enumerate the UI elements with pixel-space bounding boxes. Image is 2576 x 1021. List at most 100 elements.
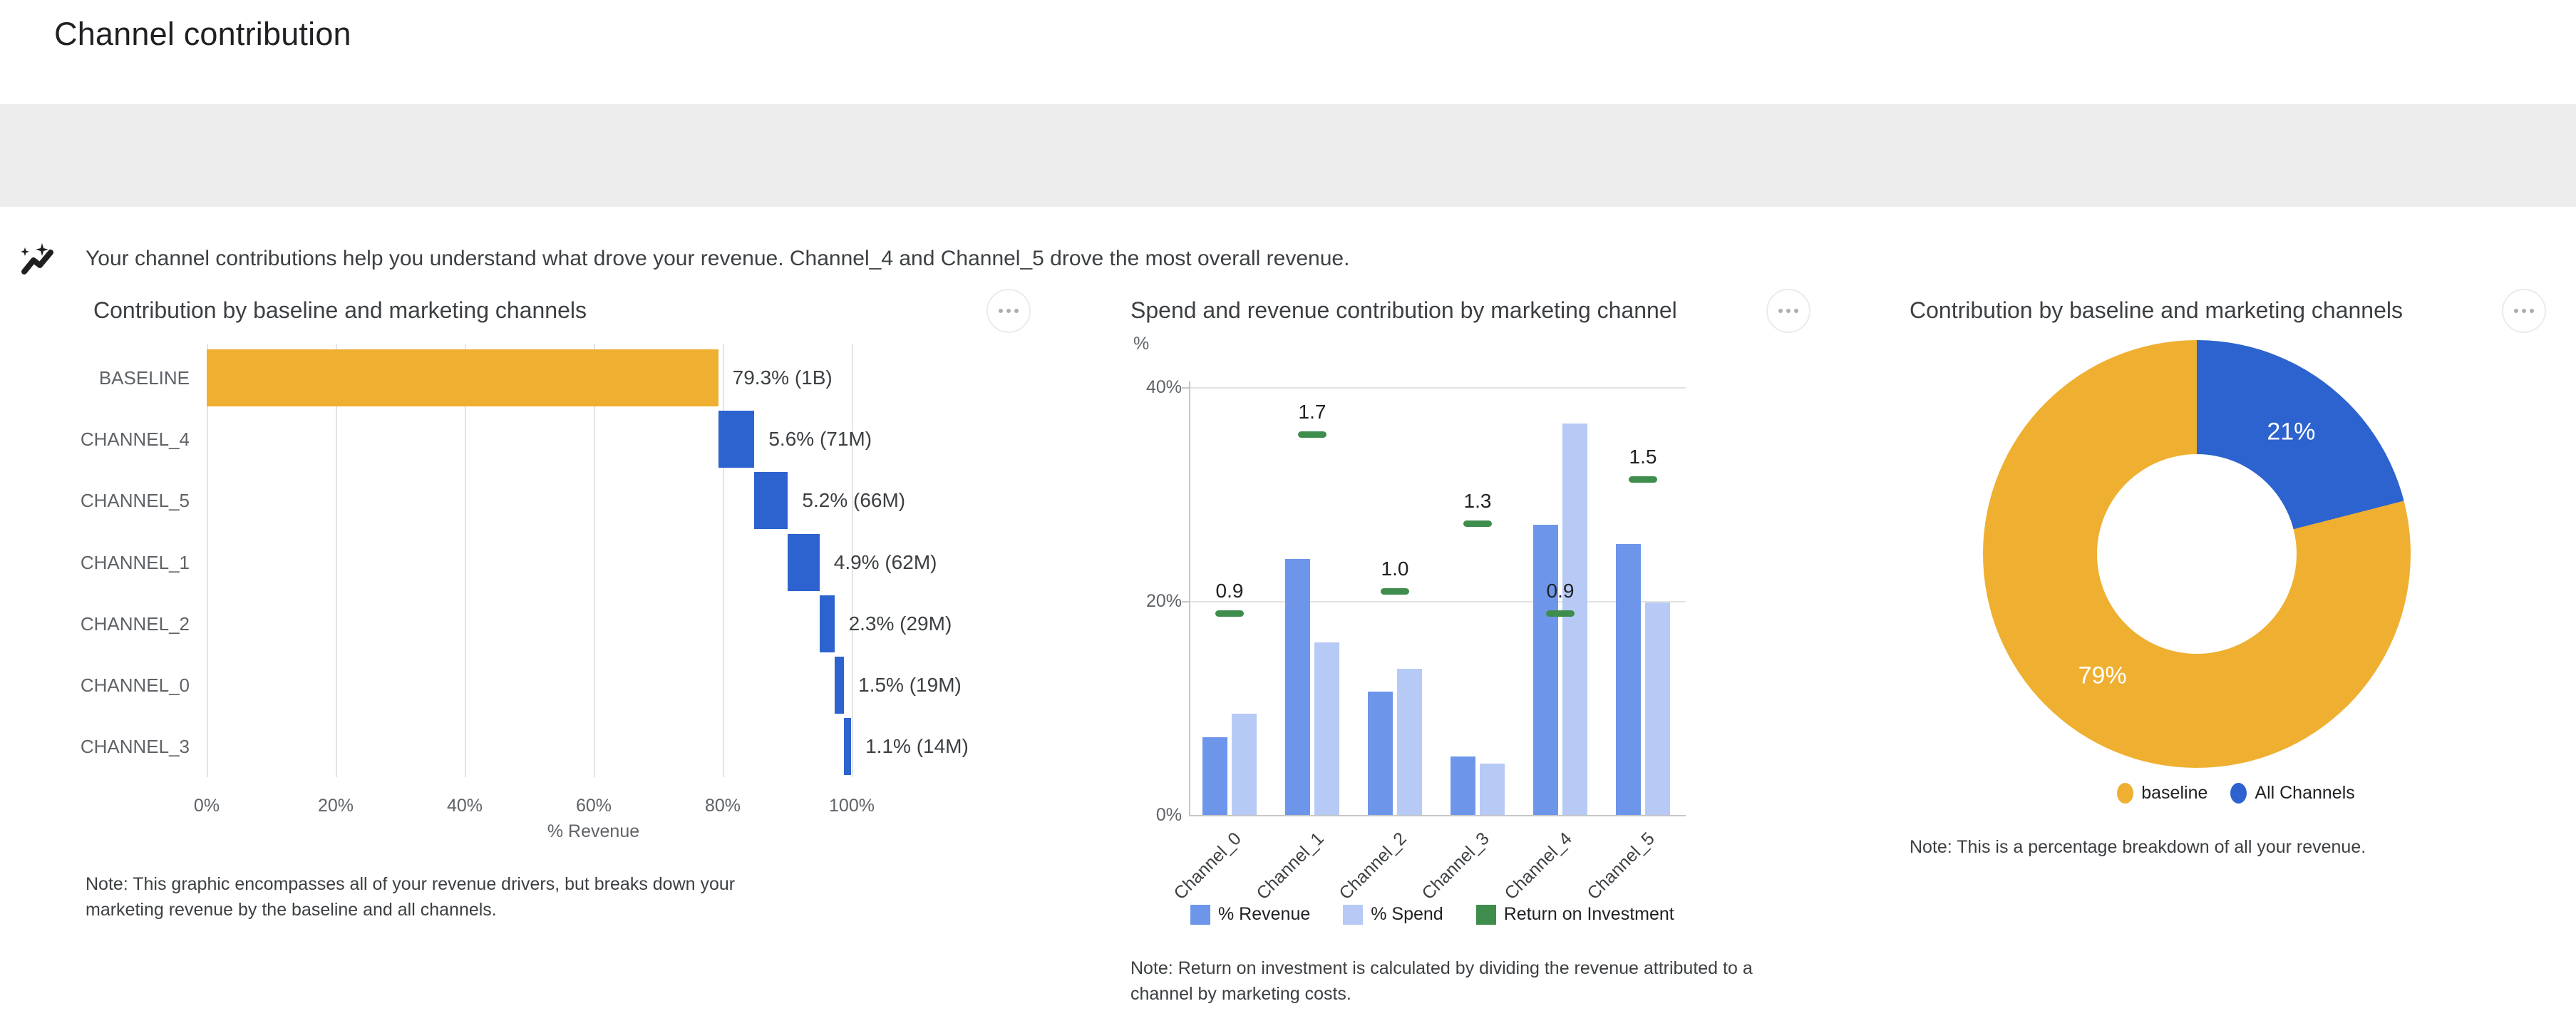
x-category-label: Channel_1	[1252, 828, 1328, 904]
waterfall-gridline	[723, 344, 724, 777]
legend-swatch	[1190, 904, 1210, 925]
category-label: CHANNEL_2	[80, 612, 190, 635]
x-axis-tick-label: 40%	[446, 796, 483, 816]
roi-marker[interactable]	[1298, 431, 1326, 438]
revenue-bar[interactable]	[1533, 525, 1558, 815]
spend-revenue-chart-note: Note: Return on investment is calculated…	[1130, 958, 1753, 1004]
category-label: CHANNEL_3	[80, 736, 190, 758]
waterfall-gridline	[465, 344, 466, 777]
menu-dots-icon	[1014, 309, 1019, 313]
x-axis-tick-label: 0%	[193, 796, 220, 816]
page-title: Channel contribution	[54, 16, 351, 52]
waterfall-gridline	[852, 344, 853, 777]
revenue-bar[interactable]	[1616, 544, 1641, 815]
roi-marker[interactable]	[1381, 588, 1409, 595]
waterfall-bar-segment[interactable]	[788, 533, 820, 591]
waterfall-bar-segment[interactable]	[834, 657, 845, 714]
donut-chart-title: Contribution by baseline and marketing c…	[1910, 297, 2403, 323]
x-axis-line	[1189, 815, 1686, 816]
menu-dots-icon	[1778, 309, 1783, 313]
roi-marker[interactable]	[1215, 610, 1244, 617]
legend-item: % Revenue	[1190, 904, 1310, 925]
spend-bar[interactable]	[1562, 424, 1587, 815]
menu-dots-icon	[999, 309, 1003, 313]
donut-chart-note: Note: This is a percentage breakdown of …	[1910, 837, 2366, 857]
roi-marker[interactable]	[1463, 520, 1492, 528]
y-axis-tick	[1182, 387, 1189, 389]
spend-bar[interactable]	[1645, 602, 1670, 815]
x-axis-tick-label: 60%	[575, 796, 612, 816]
bar-value-label: 5.6% (71M)	[768, 428, 872, 451]
x-category-label: Channel_3	[1418, 828, 1493, 904]
y-axis-tick-label: 0%	[1155, 805, 1182, 825]
roi-value-label: 0.9	[1546, 579, 1575, 602]
x-category-label: Channel_0	[1170, 828, 1245, 904]
waterfall-bar-segment[interactable]	[754, 472, 788, 530]
bar-value-label: 1.1% (14M)	[865, 735, 969, 758]
roi-marker[interactable]	[1546, 610, 1575, 617]
roi-marker[interactable]	[1629, 476, 1657, 483]
insight-banner: Your channel contributions help you unde…	[0, 104, 2576, 275]
roi-value-label: 1.5	[1629, 445, 1657, 468]
x-category-label: Channel_2	[1335, 828, 1411, 904]
legend-dot	[2117, 783, 2134, 804]
y-axis-tick-label: 20%	[1145, 591, 1182, 611]
x-axis-tick-label: 80%	[704, 796, 741, 816]
column-plot-area: 40% 20% 0% 0.9 Channel_0 1.7 Channel_1 1.0 Chann…	[1119, 285, 1832, 927]
roi-value-label: 1.0	[1381, 557, 1409, 580]
spend-bar[interactable]	[1232, 713, 1257, 815]
legend-label: Return on Investment	[1503, 904, 1674, 924]
waterfall-bar-segment[interactable]	[844, 718, 852, 776]
donut-plot-area: 21% 79%	[1896, 285, 2576, 813]
donut-chart-menu-button[interactable]	[2502, 289, 2546, 333]
legend-swatch	[1343, 904, 1364, 925]
revenue-bar[interactable]	[1202, 737, 1227, 815]
y-axis-tick-label: 40%	[1145, 377, 1182, 397]
revenue-bar[interactable]	[1285, 559, 1310, 815]
bar-value-label: 2.3% (29M)	[848, 612, 952, 635]
waterfall-chart-card: Contribution by baseline and marketing c…	[81, 285, 1096, 1005]
spend-bar[interactable]	[1314, 642, 1339, 815]
bar-value-label: 79.3% (1B)	[732, 366, 833, 389]
roi-value-label: 1.7	[1298, 400, 1326, 423]
donut-slice-label: 79%	[2078, 662, 2127, 689]
donut-hole	[2097, 454, 2297, 654]
x-axis-tick-label: 100%	[829, 796, 875, 816]
spend-bar[interactable]	[1397, 669, 1422, 815]
y-axis-title: %	[1133, 334, 1150, 354]
revenue-bar[interactable]	[1368, 691, 1393, 815]
waterfall-bar-segment[interactable]	[207, 349, 718, 406]
insight-text: Your channel contributions help you unde…	[86, 247, 1350, 270]
legend-item: baseline	[2117, 783, 2207, 804]
insights-sparkline-icon	[20, 242, 54, 277]
legend-label: All Channels	[2255, 783, 2355, 803]
column-gridline	[1189, 387, 1686, 389]
legend-swatch	[1475, 904, 1496, 925]
waterfall-chart-menu-button[interactable]	[986, 289, 1031, 333]
x-category-label: Channel_5	[1583, 828, 1659, 904]
spend-revenue-chart-menu-button[interactable]	[1766, 289, 1810, 333]
waterfall-bar-segment[interactable]	[718, 411, 755, 468]
revenue-bar[interactable]	[1451, 756, 1475, 815]
menu-dots-icon	[2514, 309, 2518, 313]
spend-bar[interactable]	[1480, 764, 1505, 815]
waterfall-bar-segment[interactable]	[819, 595, 835, 652]
y-axis-tick	[1182, 601, 1189, 602]
category-label: CHANNEL_5	[80, 490, 190, 512]
roi-value-label: 0.9	[1215, 579, 1244, 602]
legend-dot	[2230, 783, 2247, 804]
legend-label: % Spend	[1371, 904, 1443, 924]
menu-dots-icon	[2530, 309, 2534, 313]
legend-item: % Spend	[1343, 904, 1443, 925]
x-category-label: Channel_4	[1500, 828, 1576, 904]
waterfall-gridline	[207, 344, 208, 777]
bar-value-label: 5.2% (66M)	[802, 489, 906, 512]
menu-dots-icon	[1786, 309, 1791, 313]
spend-revenue-legend: % Revenue % Spend Return on Investment	[1190, 904, 1674, 925]
donut-slice-label: 21%	[2267, 418, 2316, 446]
category-label: BASELINE	[98, 367, 190, 389]
waterfall-chart-title: Contribution by baseline and marketing c…	[93, 297, 587, 323]
menu-dots-icon	[1006, 309, 1011, 313]
donut-legend: baseline All Channels	[1896, 783, 2576, 804]
